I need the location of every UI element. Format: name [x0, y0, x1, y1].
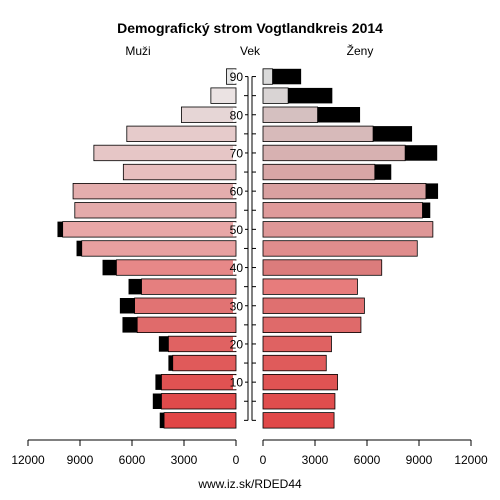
women-bar-65 [262, 163, 376, 181]
right-label-women: Ženy [347, 43, 374, 58]
women-bar-75 [262, 125, 374, 142]
women-bar-30 [262, 297, 365, 314]
women-bar-5 [262, 393, 336, 410]
men-bars [57, 68, 237, 429]
men-bar-55 [74, 202, 237, 219]
center-label-age: Vek [240, 44, 261, 58]
men-bar-65 [122, 163, 237, 181]
age-tick-label: 70 [230, 146, 244, 160]
right-x-tick-label: 3000 [302, 453, 329, 467]
men-bar-20 [167, 335, 237, 353]
men-bar-60 [72, 182, 237, 200]
women-bar-10 [262, 373, 338, 391]
women-surplus-85 [288, 87, 333, 104]
age-tick-label: 10 [230, 376, 244, 390]
left-x-tick-label: 3000 [171, 453, 198, 467]
source-url: www.iz.sk/RDED44 [197, 477, 302, 491]
men-bar-5 [161, 393, 237, 410]
men-surplus-0 [159, 412, 165, 429]
men-bar-75 [126, 125, 237, 142]
men-surplus-10 [155, 374, 162, 390]
women-surplus-80 [317, 107, 361, 123]
men-bar-35 [141, 278, 237, 295]
right-x-tick-label: 12000 [454, 453, 488, 467]
left-x-axis: 12000 9000 6000 3000 0 [11, 439, 240, 467]
right-x-tick-label: 9000 [406, 453, 433, 467]
left-x-tick-label: 0 [233, 453, 240, 467]
right-x-axis: 0 3000 6000 9000 12000 [260, 439, 488, 467]
women-bar-35 [262, 278, 358, 295]
age-tick-label: 90 [230, 70, 244, 84]
men-bar-80 [180, 106, 237, 123]
right-x-tick-label: 0 [260, 453, 267, 467]
women-bars [262, 68, 439, 429]
women-bar-45 [262, 240, 418, 257]
men-bar-70 [93, 144, 237, 162]
age-tick-label: 50 [230, 223, 244, 237]
women-bar-20 [262, 335, 332, 353]
age-tick-label: 20 [230, 337, 244, 351]
age-axis: 10 20 30 40 50 60 70 80 90 [230, 69, 256, 421]
women-bar-70 [262, 144, 406, 162]
men-bar-25 [136, 316, 237, 334]
men-bar-85 [210, 87, 237, 104]
men-surplus-45 [76, 240, 82, 257]
right-x-tick-label: 6000 [354, 453, 381, 467]
men-bar-0 [163, 412, 237, 429]
women-bar-85 [262, 87, 289, 104]
left-x-tick-label: 9000 [67, 453, 94, 467]
women-bar-0 [262, 412, 335, 429]
men-bar-30 [134, 297, 237, 314]
women-surplus-60 [425, 183, 439, 199]
women-surplus-90 [272, 68, 302, 85]
age-tick-label: 30 [230, 299, 244, 313]
age-tick-label: 80 [230, 108, 244, 122]
age-tick-label: 40 [230, 261, 244, 275]
men-surplus-25 [122, 317, 138, 333]
women-bar-40 [262, 259, 383, 276]
chart-title: Demografický strom Vogtlandkreis 2014 [117, 20, 383, 36]
left-label-men: Muži [125, 44, 150, 58]
left-x-tick-label: 12000 [11, 453, 45, 467]
men-surplus-5 [152, 393, 162, 409]
men-surplus-30 [119, 298, 135, 314]
age-tick-label: 60 [230, 185, 244, 199]
men-bar-40 [116, 259, 237, 276]
men-bar-15 [172, 354, 237, 372]
men-surplus-50 [57, 221, 63, 238]
women-bar-60 [262, 182, 427, 200]
women-bar-55 [262, 202, 423, 219]
men-bar-10 [161, 373, 237, 391]
men-surplus-20 [158, 336, 169, 352]
men-bar-45 [81, 240, 237, 257]
women-surplus-70 [405, 145, 438, 161]
left-x-tick-label: 6000 [119, 453, 146, 467]
women-bar-80 [262, 106, 318, 123]
women-surplus-65 [374, 164, 392, 180]
women-surplus-55 [422, 202, 431, 218]
women-bar-90 [262, 68, 273, 85]
men-bar-50 [62, 221, 237, 238]
men-surplus-35 [128, 278, 142, 295]
women-surplus-75 [373, 126, 413, 142]
women-bar-25 [262, 316, 362, 334]
men-surplus-40 [102, 259, 117, 276]
men-surplus-15 [168, 355, 173, 371]
women-bar-15 [262, 354, 327, 372]
women-bar-50 [262, 221, 434, 238]
